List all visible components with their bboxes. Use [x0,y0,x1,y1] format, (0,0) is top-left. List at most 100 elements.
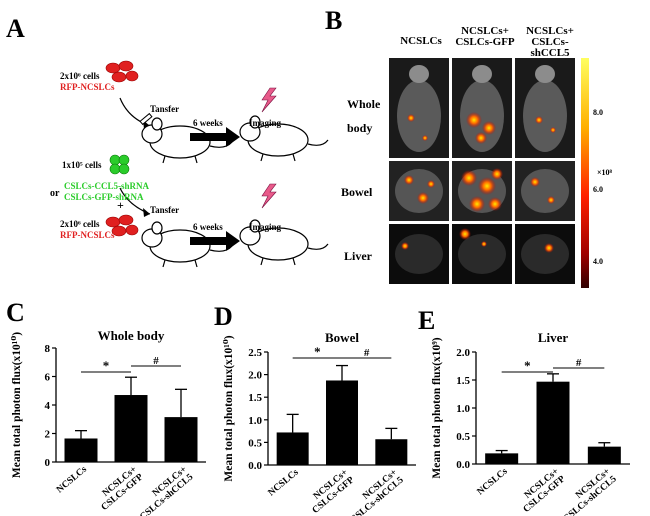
bar-2 [536,381,570,464]
bar-2 [114,395,148,462]
or-label: or [50,188,60,199]
panel-label-e: E [418,306,436,335]
six-weeks-arrow [190,231,240,251]
whole-body-image-ncslcs [389,58,449,158]
weeks-label-2: 6 weeks [193,222,223,232]
category-label: NCSLCs+CSLCs-GFP [304,468,356,516]
bowel-image-ncslcs [389,161,449,221]
y-tick-label: 0.0 [248,460,262,472]
lightning-icon [261,183,277,209]
bowel-image-gfp [452,161,512,221]
row-title-liver: Liver [344,249,372,263]
category-label: NCSLCs [267,467,301,498]
shrna-label-ccl5: CSLCs-CCL5-shRNA [64,181,150,191]
mouse-icon [239,115,329,162]
cells-count-green: 1x10⁵ cells [62,160,102,170]
rfp-label-1: RFP-NCSLCs [60,82,115,92]
bowel-image-shccl5 [515,161,575,221]
panel-label-d: D [214,302,233,331]
y-axis-label: Mean total photon flux(x10⁹) [431,337,443,478]
syringe-icon [139,112,153,126]
whole-body-image-gfp [452,58,512,158]
panel-a-schematic [105,60,329,268]
transfer-label-2: Tansfer [150,205,180,215]
y-tick-label: 1.0 [456,403,470,415]
plus-label: + [117,198,124,212]
y-tick-label: 0.5 [456,431,470,443]
y-tick-label: 2.0 [456,347,470,359]
chart-title: Whole body [98,328,165,343]
significance-hash: # [576,357,582,369]
y-tick-label: 2.0 [248,370,262,382]
significance-star: * [103,358,110,373]
transfer-label-1: Tansfer [150,104,180,114]
significance-hash: # [364,347,370,359]
imaging-grid [389,58,575,284]
row-title-whole-body: Whole body [347,97,381,135]
weeks-label-1: 6 weeks [193,118,223,128]
column-title-ncslcs: NCSLCs [400,35,442,47]
y-axis-label: Mean total photon flux(x10¹⁰) [223,335,235,481]
cells-count-1: 2x10⁶ cells [60,71,100,81]
y-tick-label: 8 [45,343,51,355]
y-axis-label: Mean total photon flux(x10¹⁰) [11,332,23,478]
red-cells-icon [105,214,139,237]
mouse-icon [141,117,233,164]
imaging-label-2: Imaging [249,222,282,232]
whole-body-image-shccl5 [515,58,575,158]
colorbar [581,58,589,288]
bar-2 [326,380,358,465]
y-tick-label: 0.5 [248,437,262,449]
lightning-icon [261,87,277,113]
category-label: NCSLCs+CSLCs-GFP [515,467,567,515]
y-tick-label: 2 [45,429,51,441]
y-tick-label: 4 [45,400,51,412]
category-label: NCSLCs [55,464,89,495]
liver-image-ncslcs [389,224,449,284]
colorbar-tick-6: 6.0 [593,185,603,194]
cells-count-2: 2x10⁶ cells [60,219,100,229]
y-tick-label: 0 [45,457,51,469]
significance-star: * [314,344,321,359]
category-label: NCSLCs+CSLCs-shCCL5 [132,464,196,516]
significance-star: * [524,358,531,373]
green-cells-icon [109,154,130,175]
chart-liver: Liver Mean total photon flux(x10⁹) 0.0 0.5 1… [431,330,630,516]
bar-1 [276,432,309,465]
y-tick-label: 6 [45,372,51,384]
chart-title: Liver [538,330,569,345]
category-label: NCSLCs+CSLCs-shCCL5 [555,466,619,516]
row-title-bowel: Bowel [341,185,373,199]
shrna-label-gfp: CSLCs-GFP-shRNA [64,192,144,202]
column-title-shccl5: NCSLCs+ CSLCs-shCCL5 [526,25,574,59]
y-tick-label: 1.5 [248,392,262,404]
colorbar-unit: ×10⁸ [597,168,612,177]
bar-3 [164,417,198,462]
panel-label-a: A [6,14,25,43]
panel-label-c: C [6,298,25,327]
rfp-label-2: RFP-NCSLCs [60,230,115,240]
imaging-label-1: Imaging [249,118,282,128]
chart-bowel: Bowel Mean total photon flux(x10¹⁰) 0.0 0.5… [223,330,416,516]
category-label: NCSLCs+CSLCs-shCCL5 [342,467,406,516]
colorbar-tick-8: 8.0 [593,108,603,117]
bar-3 [375,439,408,465]
y-tick-label: 2.5 [248,347,262,359]
y-tick-label: 1.5 [456,375,470,387]
y-tick-label: 0.0 [456,459,470,471]
y-tick-label: 1.0 [248,415,262,427]
category-label: NCSLCs [476,466,510,497]
mouse-icon [239,219,329,266]
chart-title: Bowel [325,330,359,345]
panel-label-b: B [325,6,343,35]
red-cells-icon [105,60,139,83]
colorbar-tick-4: 4.0 [593,257,603,266]
bar-3 [587,446,621,464]
category-label: NCSLCs+CSLCs-GFP [93,465,145,513]
significance-hash: # [153,355,159,367]
bar-1 [485,453,519,464]
liver-image-gfp [452,224,512,284]
liver-image-shccl5 [515,224,575,284]
column-title-gfp: NCSLCs+ CSLCs-GFP [455,25,515,48]
six-weeks-arrow [190,127,240,147]
